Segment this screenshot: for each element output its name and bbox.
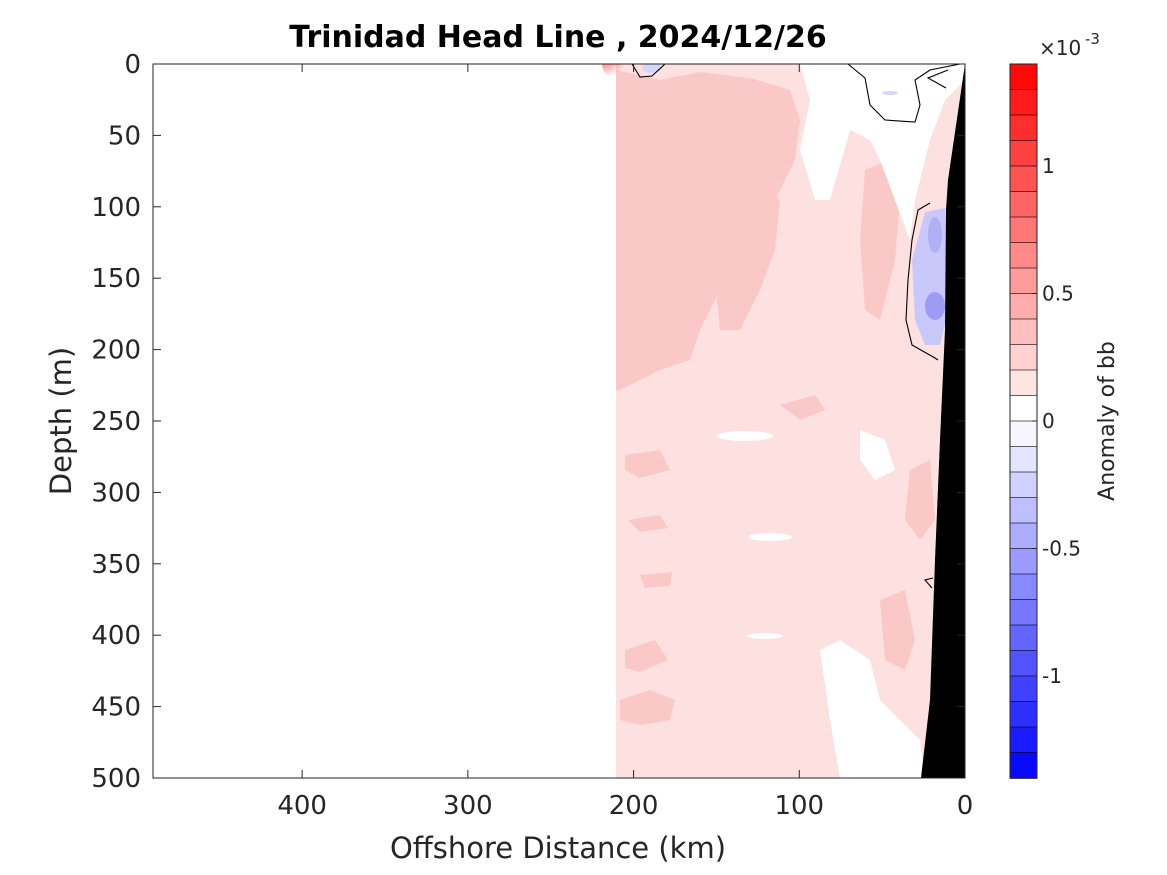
surface-negative-blob bbox=[882, 91, 898, 95]
colorbar-segment bbox=[1009, 140, 1038, 167]
near-zero-lower-zone bbox=[820, 640, 925, 778]
positive-anomaly-patch bbox=[780, 395, 825, 420]
surface-hotspot bbox=[602, 64, 630, 78]
y-tick-label: 150 bbox=[91, 264, 141, 294]
colorbar-segment bbox=[1009, 395, 1038, 422]
colorbar-tick-label: -1 bbox=[1042, 664, 1062, 688]
positive-anomaly-patch bbox=[625, 640, 668, 672]
near-zero-lens bbox=[747, 633, 783, 639]
zero-contour bbox=[631, 64, 666, 78]
colorbar-segment bbox=[1009, 165, 1038, 193]
y-tick-label: 250 bbox=[91, 407, 141, 437]
x-tick-label: 200 bbox=[609, 791, 659, 821]
shelf-negative-center bbox=[928, 217, 942, 253]
colorbar-segment bbox=[1009, 344, 1038, 371]
y-tick-label: 300 bbox=[91, 478, 141, 508]
colorbar-segment bbox=[1009, 216, 1038, 244]
shelf-negative-center bbox=[925, 292, 945, 320]
x-tick-label: 300 bbox=[443, 791, 493, 821]
colorbar-segment bbox=[1009, 191, 1038, 218]
colorbar: 1 0.5 0 -0.5 -1 bbox=[1009, 63, 1081, 779]
colorbar-segment bbox=[1009, 89, 1038, 116]
chart-title: Trinidad Head Line , 2024/12/26 bbox=[289, 20, 826, 55]
zero-contour bbox=[847, 64, 961, 123]
colorbar-segment bbox=[1009, 497, 1038, 524]
near-zero-surface-patch bbox=[800, 64, 965, 240]
colorbar-segment bbox=[1009, 675, 1038, 703]
x-axis: 400 300 200 100 0 bbox=[277, 64, 973, 821]
colorbar-segment bbox=[1009, 267, 1038, 295]
colorbar-tick-label: -0.5 bbox=[1042, 537, 1081, 561]
y-axis-label: Depth (m) bbox=[44, 347, 78, 495]
bathymetry-mask bbox=[921, 64, 965, 778]
y-tick-label: 450 bbox=[91, 693, 141, 723]
colorbar-segment bbox=[1009, 701, 1038, 728]
colorbar-segment bbox=[1009, 573, 1038, 601]
colorbar-segment bbox=[1009, 369, 1038, 397]
colorbar-tick-label: 1 bbox=[1042, 154, 1055, 178]
colorbar-segment bbox=[1009, 522, 1038, 550]
positive-anomaly-patch bbox=[628, 515, 668, 532]
x-tick-label: 400 bbox=[277, 791, 327, 821]
positive-anomaly-column bbox=[715, 175, 780, 330]
colorbar-segment bbox=[1009, 471, 1038, 499]
positive-anomaly-patch bbox=[620, 690, 675, 725]
colorbar-tick-label: 0 bbox=[1042, 409, 1055, 433]
positive-anomaly-upper bbox=[616, 70, 800, 390]
colorbar-exponent-base: ×10 bbox=[1039, 36, 1081, 60]
positive-anomaly-patch bbox=[625, 450, 670, 478]
positive-anomaly-patch bbox=[880, 590, 915, 670]
colorbar-segment bbox=[1009, 63, 1038, 91]
y-tick-label: 400 bbox=[91, 621, 141, 651]
y-tick-label: 350 bbox=[91, 550, 141, 580]
colorbar-segment bbox=[1009, 242, 1038, 269]
anomaly-field bbox=[602, 64, 965, 778]
zero-contour bbox=[923, 577, 934, 589]
colorbar-segment bbox=[1009, 599, 1038, 626]
x-tick-label: 0 bbox=[957, 791, 974, 821]
colorbar-segment bbox=[1009, 293, 1038, 320]
y-tick-label: 0 bbox=[124, 50, 141, 80]
colorbar-segment bbox=[1009, 624, 1038, 652]
colorbar-segment bbox=[1009, 726, 1038, 754]
y-tick-label: 500 bbox=[91, 764, 141, 794]
colorbar-tick-label: 0.5 bbox=[1042, 282, 1074, 306]
positive-anomaly-patch bbox=[905, 460, 935, 540]
y-tick-label: 50 bbox=[108, 121, 141, 151]
colorbar-label: Anomaly of bb bbox=[1095, 341, 1120, 501]
colorbar-exponent-power: -3 bbox=[1085, 30, 1100, 48]
near-zero-lens bbox=[717, 431, 773, 441]
positive-anomaly-patch bbox=[640, 572, 672, 588]
y-tick-label: 100 bbox=[91, 193, 141, 223]
colorbar-segment bbox=[1009, 114, 1038, 142]
zero-contour bbox=[905, 202, 939, 361]
colorbar-segment bbox=[1009, 446, 1038, 473]
colorbar-segment bbox=[1009, 650, 1038, 677]
colorbar-segment bbox=[1009, 548, 1038, 575]
x-axis-label: Offshore Distance (km) bbox=[390, 831, 726, 865]
positive-anomaly-shelf bbox=[860, 160, 900, 320]
y-tick-label: 200 bbox=[91, 336, 141, 366]
near-zero-lens bbox=[748, 533, 792, 541]
x-tick-label: 100 bbox=[774, 791, 824, 821]
near-zero-sliver bbox=[860, 430, 895, 480]
y-axis: 0 50 100 150 200 250 300 350 400 450 500 bbox=[91, 50, 965, 794]
colorbar-segment bbox=[1009, 420, 1038, 448]
colorbar-segment bbox=[1009, 318, 1038, 346]
zero-contour bbox=[926, 69, 949, 89]
colorbar-segment bbox=[1009, 752, 1038, 779]
